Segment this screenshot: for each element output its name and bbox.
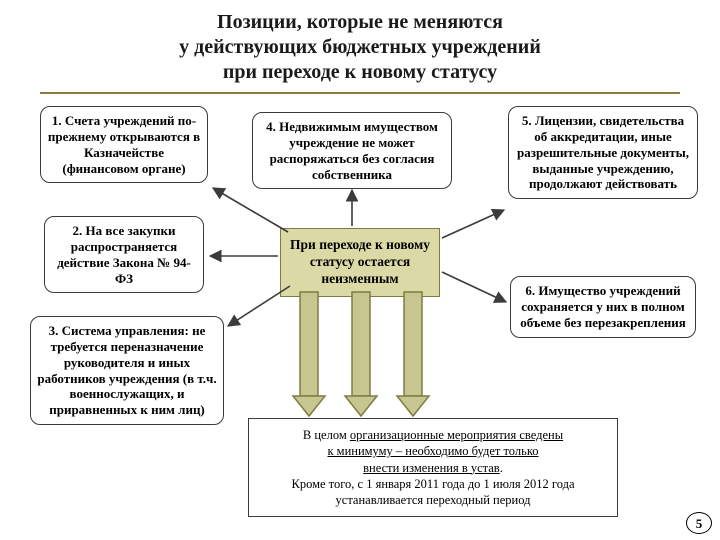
title-line-1: Позиции, которые не меняются xyxy=(217,11,503,33)
box-5-licenses: 5. Лицензии, свидетельства об аккредитац… xyxy=(508,106,698,199)
bottom-l3: Кроме того, с 1 января 2011 года до 1 ию… xyxy=(291,477,574,491)
title-line-2: у действующих бюджетных учреждений xyxy=(179,36,541,58)
bottom-l4: устанавливается переходный период xyxy=(336,493,531,507)
bottom-u3: внести изменения в устав xyxy=(363,461,500,475)
center-line-3: неизменным xyxy=(321,271,398,286)
bottom-summary-box: В целом организационные мероприятия свед… xyxy=(248,418,618,517)
title-underline xyxy=(40,92,680,94)
center-box: При переходе к новому статусу остается н… xyxy=(280,228,440,297)
box-3-management: 3. Система управления: не требуется пере… xyxy=(30,316,224,425)
bottom-l1: В целом xyxy=(303,428,350,442)
title-line-3: при переходе к новому статусу xyxy=(223,61,497,83)
box-2-procurement: 2. На все закупки распространяется дейст… xyxy=(44,216,204,293)
bottom-l2: . xyxy=(500,461,503,475)
thick-arrow-2 xyxy=(345,292,377,416)
box-1-accounts: 1. Счета учреждений по-прежнему открываю… xyxy=(40,106,208,183)
thick-arrow-3 xyxy=(397,292,429,416)
box-4-property: 4. Недвижимым имуществом учреждение не м… xyxy=(252,112,452,189)
bottom-u1: организационные мероприятия сведены xyxy=(350,428,563,442)
slide-title: Позиции, которые не меняются у действующ… xyxy=(0,0,720,89)
thick-arrow-1 xyxy=(293,292,325,416)
center-line-1: При переходе к новому xyxy=(290,237,430,252)
page-number-badge: 5 xyxy=(686,512,712,534)
bottom-u2: к минимуму – необходимо будет только xyxy=(327,444,538,458)
box-6-assets: 6. Имущество учреждений сохраняется у ни… xyxy=(510,276,696,338)
center-line-2: статусу остается xyxy=(310,254,410,269)
